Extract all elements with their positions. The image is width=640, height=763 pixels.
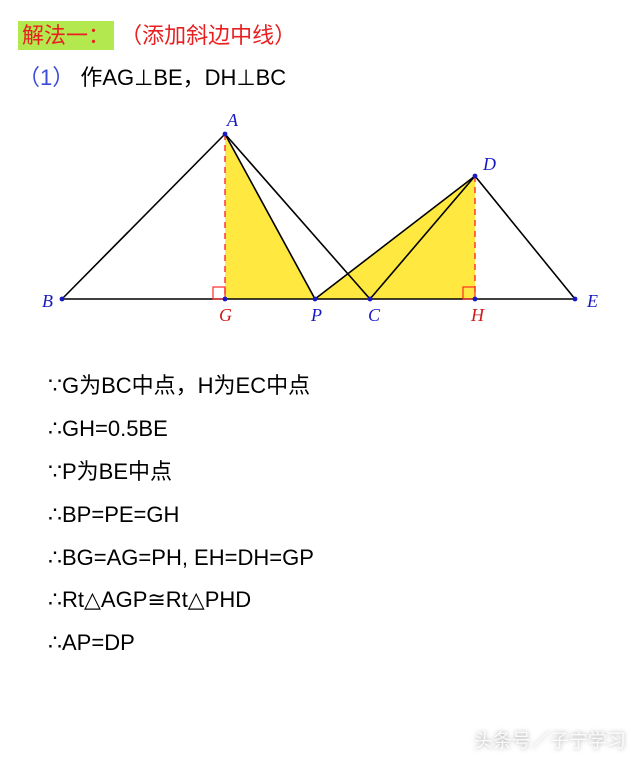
watermark: 头条号／子宁学习 [474, 726, 626, 753]
point-A [223, 132, 228, 137]
edge [62, 134, 225, 299]
geometry-diagram: A D B E P C G H [20, 104, 620, 349]
method-note: （添加斜边中线） [120, 23, 296, 48]
label-E: E [586, 291, 598, 311]
point-H [473, 297, 478, 302]
step-index: （1） [18, 65, 74, 90]
label-P: P [310, 305, 322, 325]
label-H: H [470, 305, 485, 325]
proof-line: ∴GH=0.5BE [48, 408, 640, 451]
label-B: B [42, 291, 53, 311]
right-angle-marker [213, 287, 225, 299]
proof-line: ∵G为BC中点，H为EC中点 [48, 365, 640, 408]
proof-line: ∴AP=DP [48, 622, 640, 665]
label-D: D [482, 154, 496, 174]
proof-line: ∴Rt△AGP≅Rt△PHD [48, 579, 640, 622]
solution-method-header: 解法一： （添加斜边中线） [0, 0, 640, 50]
proof-line: ∴BG=AG=PH, EH=DH=GP [48, 537, 640, 580]
step-text: 作AG⊥BE，DH⊥BC [80, 65, 286, 90]
point-C [368, 297, 373, 302]
method-label: 解法一： [18, 21, 114, 50]
point-D [473, 174, 478, 179]
point-P [313, 297, 318, 302]
label-C: C [368, 305, 381, 325]
proof-line: ∴BP=PE=GH [48, 494, 640, 537]
label-G: G [219, 305, 232, 325]
edge [475, 176, 575, 299]
point-E [573, 297, 578, 302]
proof-lines: ∵G为BC中点，H为EC中点∴GH=0.5BE∵P为BE中点∴BP=PE=GH∴… [0, 349, 640, 665]
point-B [60, 297, 65, 302]
label-A: A [226, 110, 239, 130]
point-G [223, 297, 228, 302]
diagram-svg: A D B E P C G H [20, 104, 620, 344]
proof-line: ∵P为BE中点 [48, 451, 640, 494]
construction-step: （1） 作AG⊥BE，DH⊥BC [0, 50, 640, 92]
